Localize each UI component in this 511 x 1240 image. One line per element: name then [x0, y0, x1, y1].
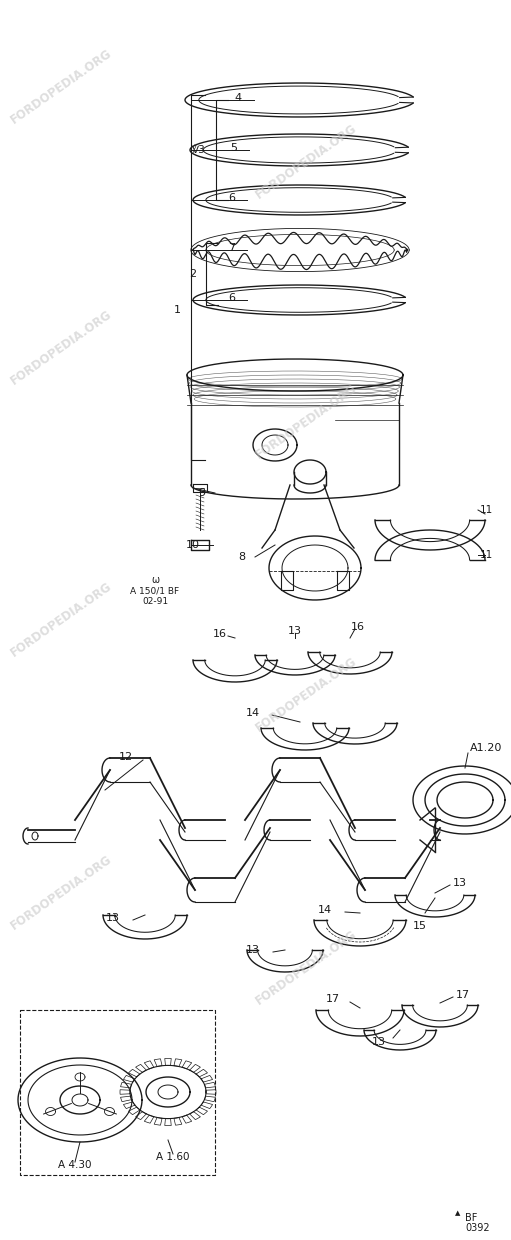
Text: 17: 17 — [456, 990, 470, 999]
Text: 16: 16 — [213, 629, 227, 639]
Text: 15: 15 — [413, 921, 427, 931]
Text: BF: BF — [465, 1213, 477, 1223]
Text: 10: 10 — [186, 539, 200, 551]
Text: 4: 4 — [235, 93, 242, 103]
Text: FORDOPEDIA.ORG: FORDOPEDIA.ORG — [8, 308, 114, 387]
Text: FORDOPEDIA.ORG: FORDOPEDIA.ORG — [8, 47, 114, 126]
Text: 5: 5 — [230, 143, 237, 153]
Text: 14: 14 — [246, 708, 260, 718]
Text: ω: ω — [151, 575, 159, 585]
Text: 14: 14 — [318, 905, 332, 915]
Text: A 1.60: A 1.60 — [156, 1152, 190, 1162]
Text: 0392: 0392 — [465, 1223, 490, 1233]
Text: 16: 16 — [351, 622, 365, 632]
Text: 17: 17 — [326, 994, 340, 1004]
Text: ℣3: ℣3 — [192, 145, 206, 155]
Text: 6: 6 — [228, 293, 235, 303]
Text: A1.20: A1.20 — [470, 743, 502, 753]
Text: 13: 13 — [246, 945, 260, 955]
Text: A 4.30: A 4.30 — [58, 1159, 92, 1171]
Text: FORDOPEDIA.ORG: FORDOPEDIA.ORG — [8, 580, 114, 660]
Text: 12: 12 — [119, 751, 133, 763]
Text: FORDOPEDIA.ORG: FORDOPEDIA.ORG — [253, 655, 360, 734]
Text: FORDOPEDIA.ORG: FORDOPEDIA.ORG — [253, 382, 360, 461]
Text: FORDOPEDIA.ORG: FORDOPEDIA.ORG — [8, 853, 114, 932]
Text: 1: 1 — [174, 305, 181, 315]
Text: ▲: ▲ — [455, 1210, 461, 1216]
Text: 02-91: 02-91 — [142, 598, 168, 606]
Text: 7: 7 — [228, 243, 235, 253]
Text: 8: 8 — [238, 552, 245, 562]
Text: 13: 13 — [453, 878, 467, 888]
Text: 6: 6 — [228, 193, 235, 203]
Text: FORDOPEDIA.ORG: FORDOPEDIA.ORG — [253, 122, 360, 201]
Text: 9: 9 — [198, 489, 205, 498]
Text: 11: 11 — [480, 505, 493, 515]
Text: 11: 11 — [480, 551, 493, 560]
Text: 2: 2 — [189, 269, 196, 279]
Text: 13: 13 — [106, 913, 120, 923]
Text: 13: 13 — [372, 1037, 386, 1047]
Text: 13: 13 — [288, 626, 302, 636]
Text: FORDOPEDIA.ORG: FORDOPEDIA.ORG — [253, 928, 360, 1007]
Text: A 150/1 BF: A 150/1 BF — [130, 587, 179, 595]
